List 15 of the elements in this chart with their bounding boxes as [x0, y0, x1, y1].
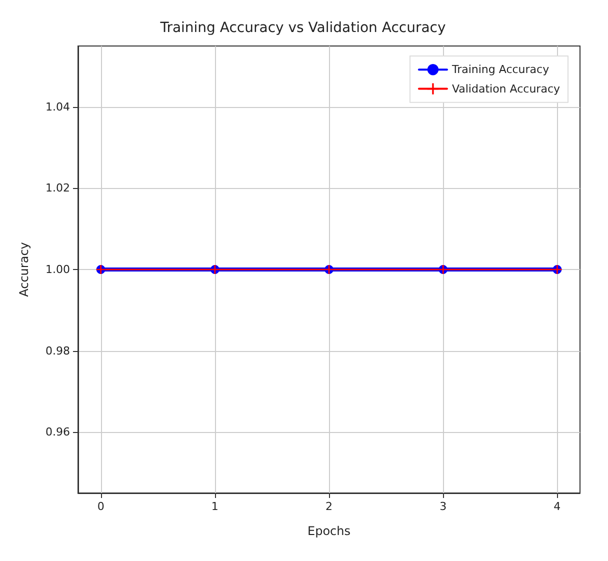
y-tick-label: 1.04	[46, 100, 70, 114]
x-tick-label: 2	[326, 500, 332, 513]
x-tick-label: 4	[554, 500, 561, 513]
x-tick-label: 0	[97, 500, 104, 513]
y-tick-label: 1.02	[46, 182, 70, 195]
y-tick-label: 0.98	[46, 344, 70, 358]
y-axis-title: Accuracy	[17, 242, 31, 297]
legend-label: Training Accuracy	[450, 63, 550, 76]
x-tick-label: 1	[211, 500, 218, 513]
chart-title: Training Accuracy vs Validation Accuracy	[159, 20, 446, 36]
x-axis-title: Epochs	[308, 524, 350, 538]
y-tick-label: 0.96	[46, 426, 70, 439]
y-tick-label: 1.00	[46, 263, 70, 276]
x-tick-label: 3	[440, 500, 447, 513]
legend-label: Validation Accuracy	[452, 82, 560, 96]
